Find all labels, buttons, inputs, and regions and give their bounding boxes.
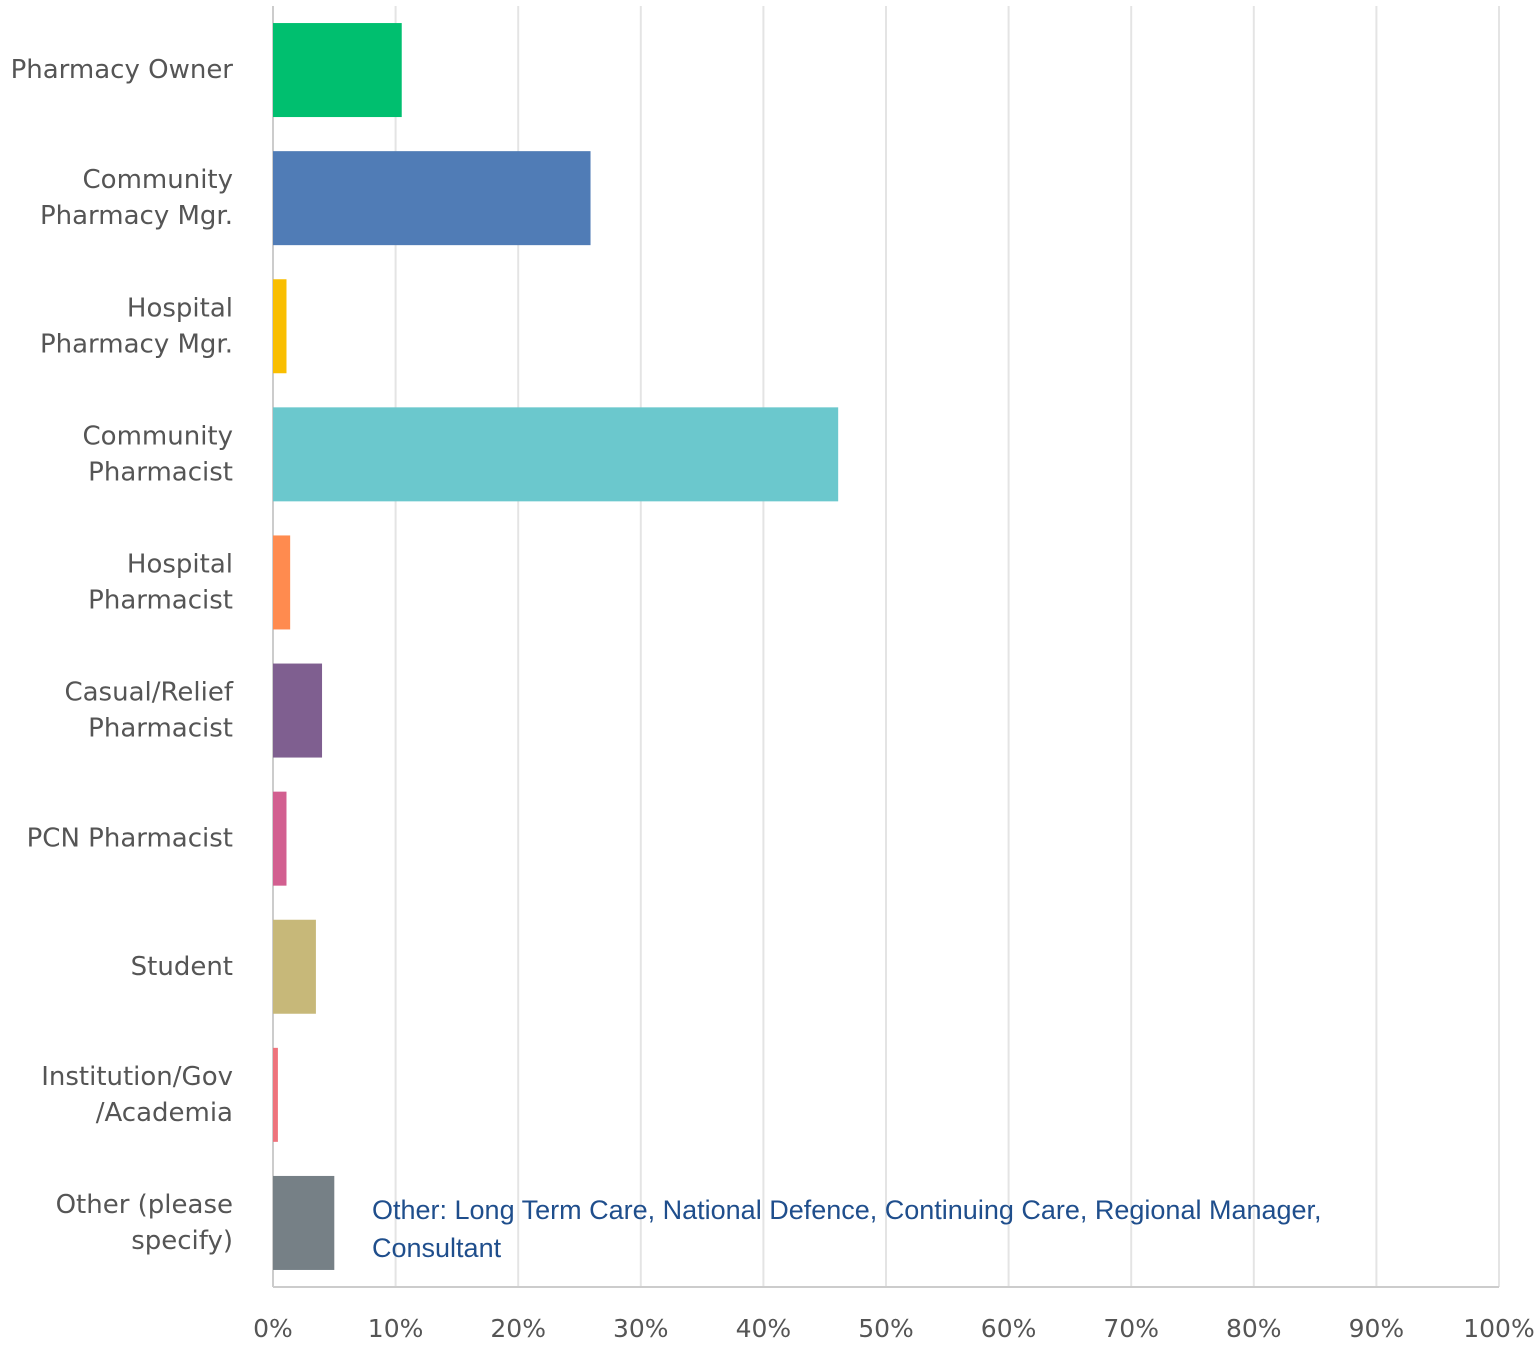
y-tick-label: Pharmacy Owner (11, 55, 234, 85)
x-tick-label: 40% (736, 1314, 792, 1343)
x-tick-label: 20% (490, 1314, 546, 1343)
x-tick-label: 90% (1349, 1314, 1405, 1343)
bar (273, 279, 287, 374)
bar (273, 535, 291, 630)
bar (273, 1175, 335, 1270)
bar (273, 919, 316, 1014)
y-tick-label: Hospital Pharmacy Mgr. (40, 293, 233, 359)
x-tick-label: 70% (1103, 1314, 1159, 1343)
x-tick-label: 60% (981, 1314, 1037, 1343)
x-tick-label: 80% (1226, 1314, 1282, 1343)
x-tick-label: 0% (253, 1314, 293, 1343)
y-tick-label: Community Pharmacist (83, 421, 233, 487)
x-tick-label: 50% (858, 1314, 914, 1343)
bar (273, 1047, 278, 1142)
y-tick-label: Student (131, 951, 233, 981)
y-tick-label: Hospital Pharmacist (88, 549, 233, 615)
bar (273, 791, 287, 886)
y-tick-label: Other (please specify) (56, 1189, 233, 1255)
bar (273, 151, 591, 246)
bar (273, 407, 839, 502)
x-tick-label: 30% (613, 1314, 669, 1343)
y-tick-label: Community Pharmacy Mgr. (40, 165, 233, 231)
x-tick-label: 100% (1463, 1314, 1534, 1343)
annotation: Other: Long Term Care, National Defence,… (372, 1195, 1322, 1263)
y-tick-label: Institution/Gov/Academia (41, 1061, 233, 1127)
y-tick-label: PCN Pharmacist (27, 823, 233, 853)
x-tick-label: 10% (368, 1314, 424, 1343)
bar (273, 23, 402, 118)
y-tick-label: Casual/Relief Pharmacist (64, 677, 233, 743)
bar (273, 663, 323, 758)
